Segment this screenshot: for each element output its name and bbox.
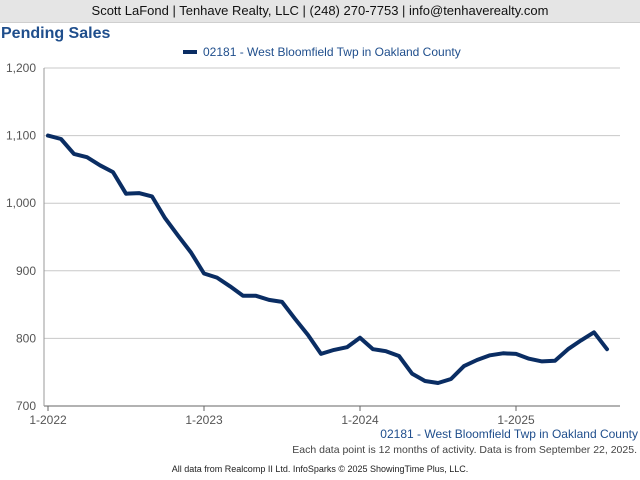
contact-bar: Scott LaFond | Tenhave Realty, LLC | (24… [0,0,640,23]
grid-layer [44,67,620,339]
x-tick-label: 1-2023 [185,413,223,427]
x-tick-label: 1-2022 [29,413,67,427]
y-tick-label: 700 [16,399,36,413]
series-layer [46,133,609,385]
chart-title: Pending Sales [1,25,111,42]
chart-legend: 02181 - West Bloomfield Twp in Oakland C… [183,45,461,59]
y-tick-label: 800 [16,331,36,345]
series-footnote: 02181 - West Bloomfield Twp in Oakland C… [380,427,638,441]
y-tick-label: 1,200 [6,61,36,75]
y-tick-label: 900 [16,264,36,278]
y-tick-label: 1,000 [6,196,36,210]
series-line [46,133,609,385]
legend-label: 02181 - West Bloomfield Twp in Oakland C… [203,45,461,59]
x-tick-label: 1-2024 [341,413,379,427]
contact-text: Scott LaFond | Tenhave Realty, LLC | (24… [91,3,549,18]
legend-swatch [183,50,197,54]
data-note: Each data point is 12 months of activity… [292,444,637,456]
x-tick-label: 1-2025 [497,413,535,427]
axis-layer: 700 800 900 1,000 1,100 1,200 1-2022 1-2023 1-20… [6,61,620,427]
y-tick-label: 1,100 [6,129,36,143]
credits-line: All data from Realcomp II Ltd. InfoSpark… [171,464,469,474]
